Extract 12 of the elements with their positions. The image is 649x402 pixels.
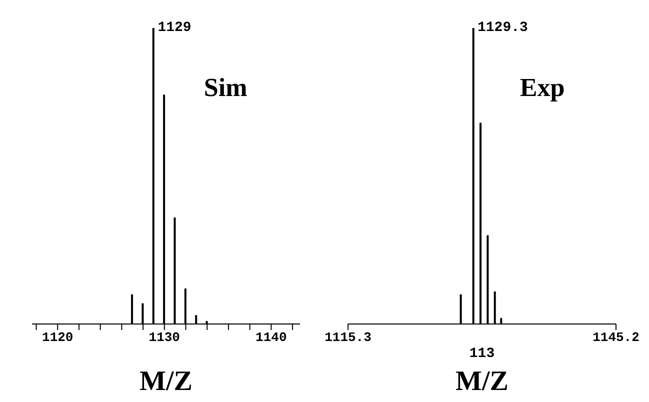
x-tick-label: 1140 [256,330,287,346]
annotation: 1129 [158,20,192,36]
text: 113 [468,346,496,362]
x-axis-title: M/Z [456,366,508,397]
x-tick-label: 1115.3 [324,330,372,346]
x-tick-label: 1120 [42,330,74,346]
x-tick-label: 1145.2 [592,330,640,346]
text: Exp [520,73,565,104]
x-tick-label: 1130 [148,330,180,346]
annotation: 1129.3 [477,20,528,36]
x-axis-title: M/Z [140,366,192,397]
text: Sim [204,73,248,104]
